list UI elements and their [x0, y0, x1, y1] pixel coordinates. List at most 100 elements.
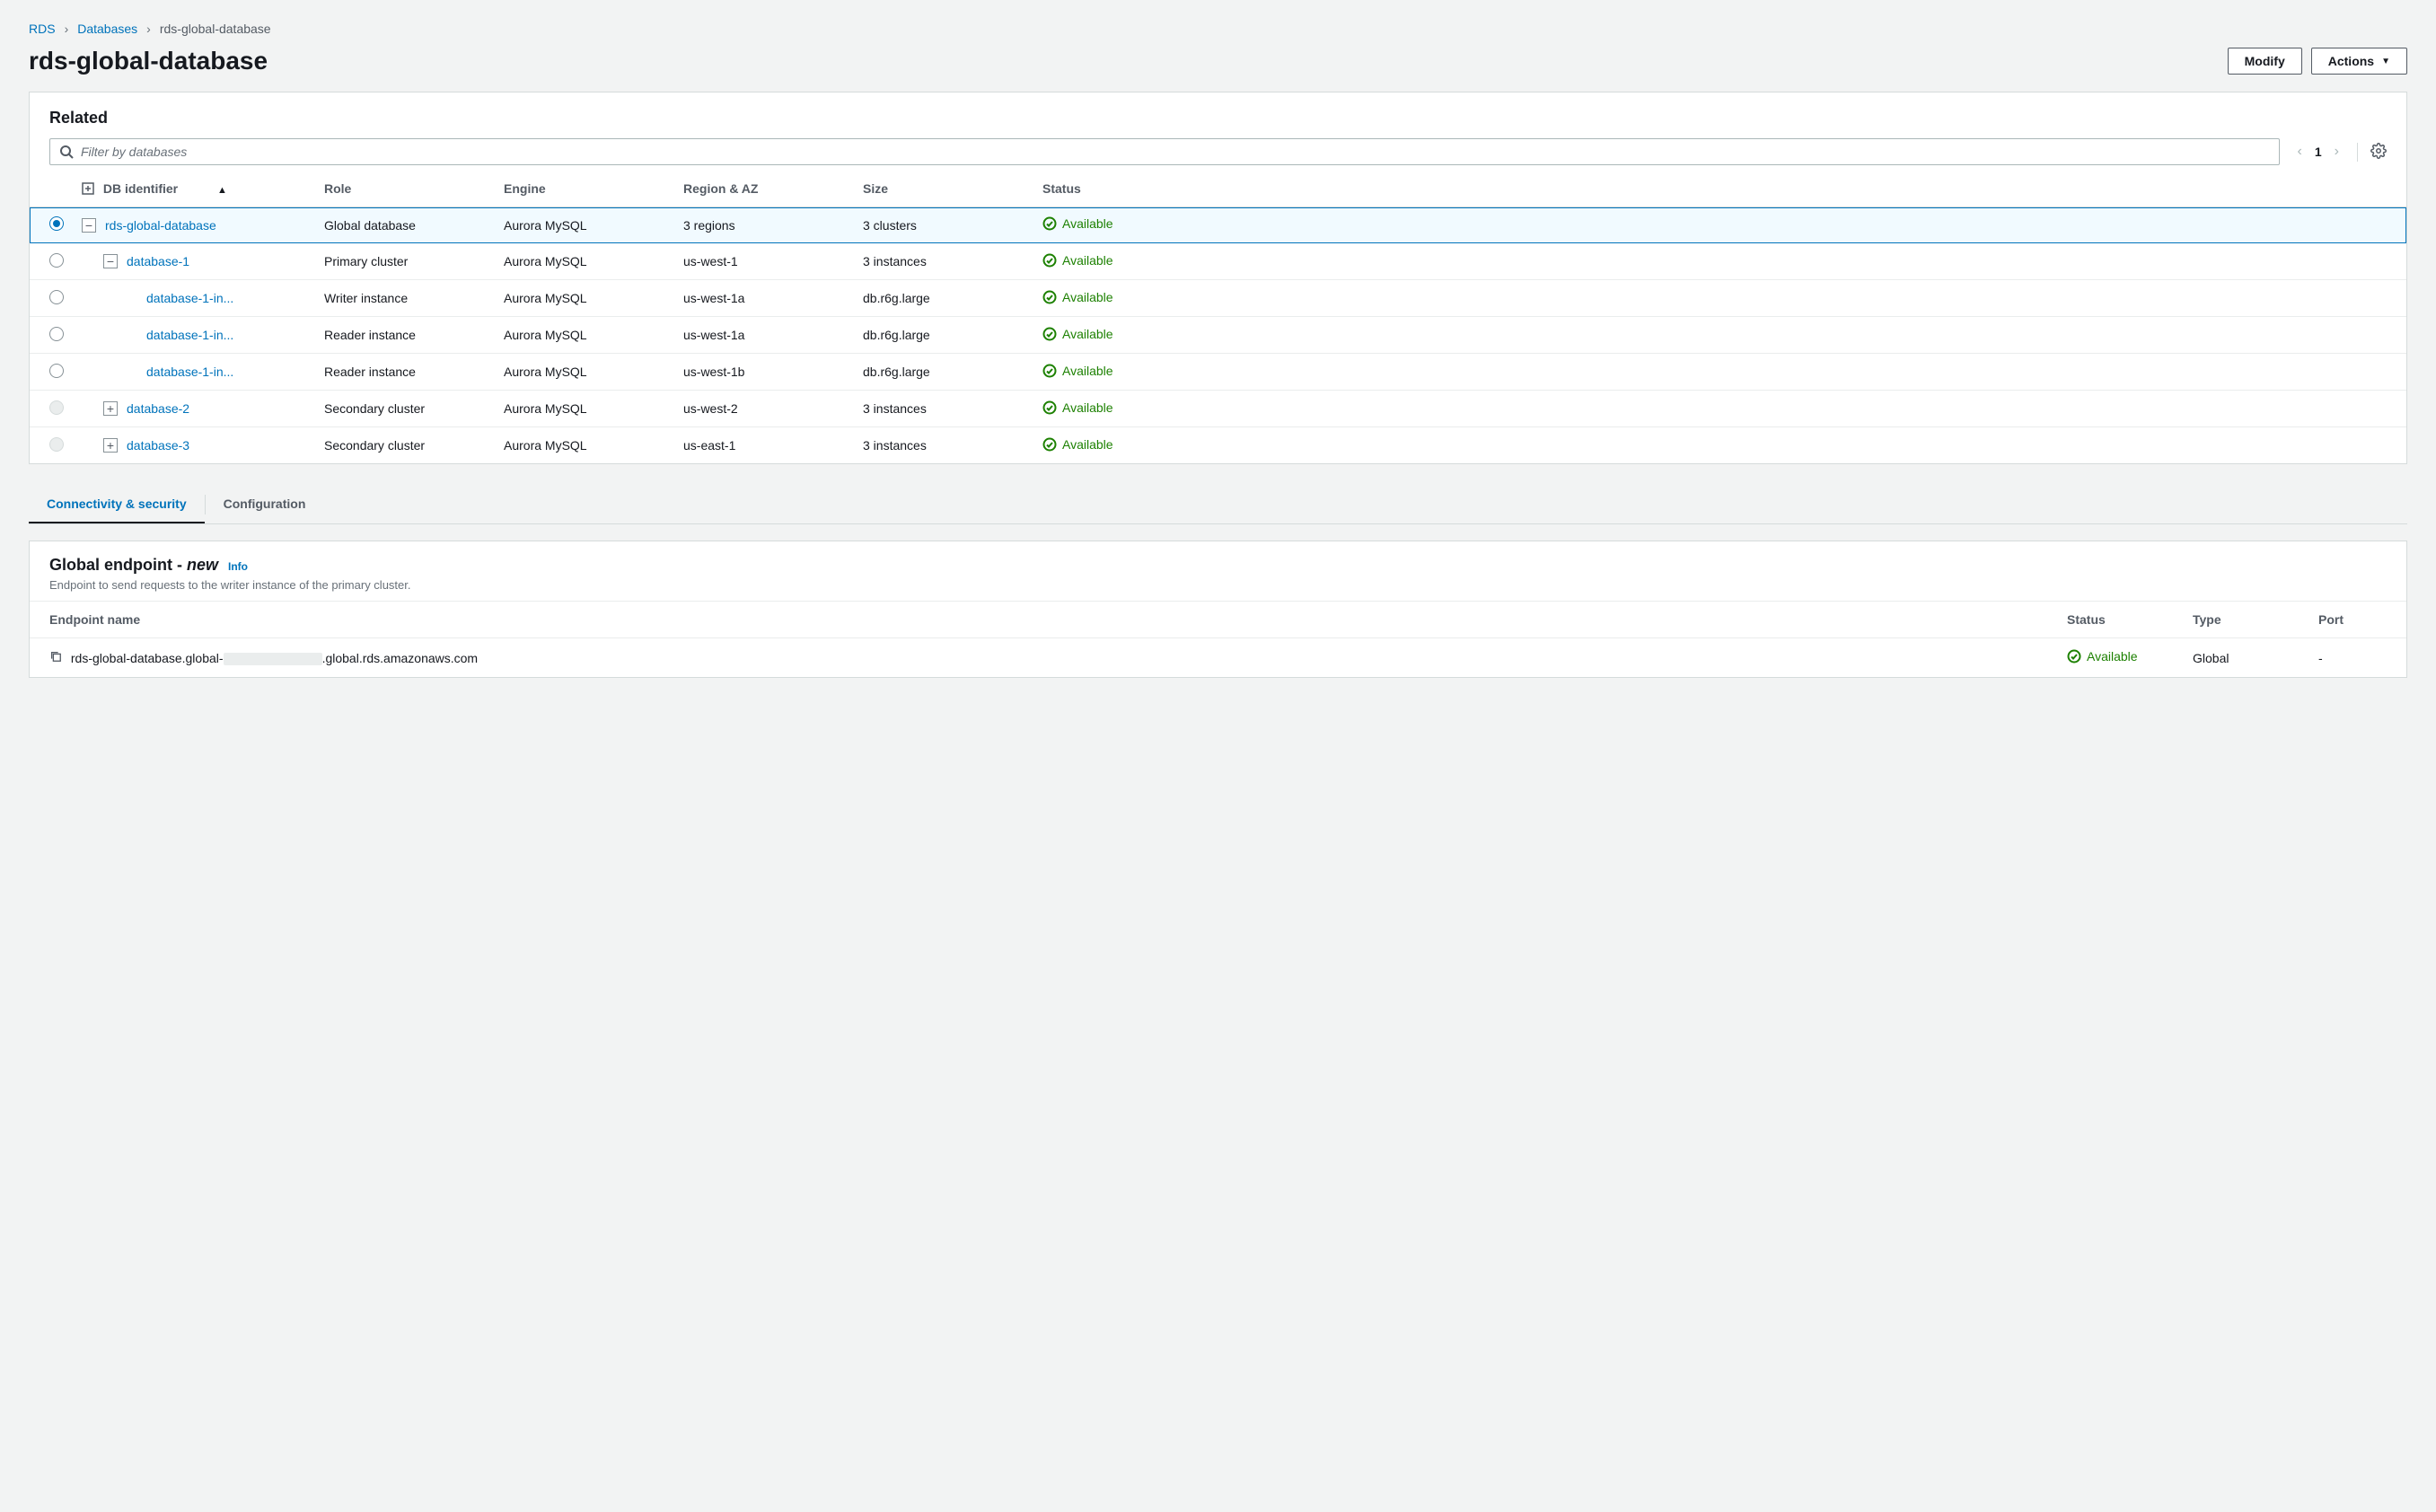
radio-button[interactable] — [49, 364, 64, 378]
page-title: rds-global-database — [29, 47, 268, 75]
sort-asc-icon: ▲ — [217, 185, 227, 196]
endpoint-info-link[interactable]: Info — [228, 560, 248, 573]
pagination: ‹ 1 › — [2298, 144, 2339, 160]
row-select-cell[interactable] — [30, 207, 73, 243]
tree-indent — [82, 400, 103, 418]
col-status[interactable]: Status — [1033, 169, 2406, 207]
table-row[interactable]: database-3 Secondary clusterAurora MySQLu… — [30, 427, 2406, 464]
db-identifier-cell: database-1-in... — [73, 280, 315, 317]
col-db-identifier[interactable]: DB identifier ▲ — [73, 169, 315, 207]
page-prev-button[interactable]: ‹ — [2298, 144, 2302, 160]
status-cell: Available — [1033, 243, 2406, 280]
table-row[interactable]: rds-global-databaseGlobal databaseAurora… — [30, 207, 2406, 243]
row-select-cell[interactable] — [30, 391, 73, 427]
tree-indent — [82, 252, 103, 270]
collapse-icon[interactable] — [82, 218, 96, 233]
redacted-segment — [224, 653, 322, 665]
role-cell: Writer instance — [315, 280, 495, 317]
tree-indent — [82, 436, 103, 454]
expand-all-icon — [82, 182, 94, 195]
db-identifier-link[interactable]: database-1 — [127, 254, 189, 268]
page-header: rds-global-database Modify Actions ▼ — [29, 47, 2407, 75]
page-next-button[interactable]: › — [2335, 144, 2339, 160]
table-row[interactable]: database-1-in... Writer instanceAurora My… — [30, 280, 2406, 317]
db-identifier-link[interactable]: database-1-in... — [146, 291, 233, 305]
endpoint-status-cell: Available — [2047, 638, 2173, 678]
region-cell: 3 regions — [674, 207, 854, 243]
breadcrumb-parent[interactable]: Databases — [77, 22, 137, 36]
engine-cell: Aurora MySQL — [495, 427, 674, 464]
role-cell: Primary cluster — [315, 243, 495, 280]
size-cell: 3 instances — [854, 391, 1033, 427]
radio-button[interactable] — [49, 327, 64, 341]
detail-tabs: Connectivity & security Configuration — [29, 486, 2407, 524]
check-circle-icon — [1042, 400, 1057, 415]
region-cell: us-east-1 — [674, 427, 854, 464]
actions-button[interactable]: Actions ▼ — [2311, 48, 2407, 75]
engine-cell: Aurora MySQL — [495, 354, 674, 391]
row-select-cell[interactable] — [30, 317, 73, 354]
db-identifier-link[interactable]: database-3 — [127, 438, 189, 453]
filter-input-wrap[interactable] — [49, 138, 2280, 165]
ecol-status: Status — [2047, 602, 2173, 638]
header-actions: Modify Actions ▼ — [2228, 48, 2407, 75]
row-select-cell[interactable] — [30, 243, 73, 280]
tree-leaf — [125, 363, 146, 381]
check-circle-icon — [1042, 364, 1057, 378]
modify-button[interactable]: Modify — [2228, 48, 2302, 75]
chevron-right-icon: › — [146, 22, 151, 36]
table-row[interactable]: database-1Primary clusterAurora MySQLus-… — [30, 243, 2406, 280]
db-identifier-link[interactable]: database-2 — [127, 401, 189, 416]
endpoint-type-cell: Global — [2173, 638, 2299, 678]
db-identifier-link[interactable]: database-1-in... — [146, 365, 233, 379]
filter-input[interactable] — [81, 145, 2270, 159]
endpoint-description: Endpoint to send requests to the writer … — [49, 578, 2387, 592]
role-cell: Reader instance — [315, 354, 495, 391]
tab-connectivity[interactable]: Connectivity & security — [29, 486, 205, 523]
region-cell: us-west-1b — [674, 354, 854, 391]
ecol-port: Port — [2299, 602, 2406, 638]
tree-indent — [103, 363, 125, 381]
status-cell: Available — [1033, 427, 2406, 464]
col-region-az[interactable]: Region & AZ — [674, 169, 854, 207]
size-cell: 3 instances — [854, 243, 1033, 280]
tab-configuration[interactable]: Configuration — [206, 486, 324, 523]
breadcrumb: RDS › Databases › rds-global-database — [29, 22, 2407, 36]
expand-icon[interactable] — [103, 438, 118, 453]
radio-button[interactable] — [49, 253, 64, 268]
copy-icon[interactable] — [49, 651, 66, 665]
db-identifier-link[interactable]: rds-global-database — [105, 218, 216, 233]
collapse-icon[interactable] — [103, 254, 118, 268]
related-panel: Related ‹ 1 › DB ident — [29, 92, 2407, 464]
region-cell: us-west-2 — [674, 391, 854, 427]
status-cell: Available — [1033, 391, 2406, 427]
db-identifier-cell: database-1 — [73, 243, 315, 280]
db-identifier-link[interactable]: database-1-in... — [146, 328, 233, 342]
breadcrumb-root[interactable]: RDS — [29, 22, 56, 36]
row-select-cell[interactable] — [30, 427, 73, 464]
table-row[interactable]: database-1-in...Reader instanceAurora My… — [30, 317, 2406, 354]
engine-cell: Aurora MySQL — [495, 280, 674, 317]
col-size[interactable]: Size — [854, 169, 1033, 207]
check-circle-icon — [1042, 290, 1057, 304]
role-cell: Secondary cluster — [315, 427, 495, 464]
role-cell: Reader instance — [315, 317, 495, 354]
tree-indent — [82, 363, 103, 381]
radio-button[interactable] — [49, 216, 64, 231]
radio-button — [49, 437, 64, 452]
row-select-cell[interactable] — [30, 354, 73, 391]
expand-icon[interactable] — [103, 401, 118, 416]
caret-down-icon: ▼ — [2381, 57, 2390, 66]
settings-button[interactable] — [2357, 143, 2387, 162]
col-engine[interactable]: Engine — [495, 169, 674, 207]
table-row[interactable]: database-2Secondary clusterAurora MySQLu… — [30, 391, 2406, 427]
tree-leaf — [125, 326, 146, 344]
databases-table: DB identifier ▲ Role Engine Region & AZ … — [30, 169, 2406, 463]
breadcrumb-current: rds-global-database — [160, 22, 271, 36]
table-row[interactable]: database-1-in... Reader instanceAurora My… — [30, 354, 2406, 391]
col-role[interactable]: Role — [315, 169, 495, 207]
radio-button[interactable] — [49, 290, 64, 304]
row-select-cell[interactable] — [30, 280, 73, 317]
region-cell: us-west-1a — [674, 317, 854, 354]
status-cell: Available — [1033, 317, 2406, 354]
